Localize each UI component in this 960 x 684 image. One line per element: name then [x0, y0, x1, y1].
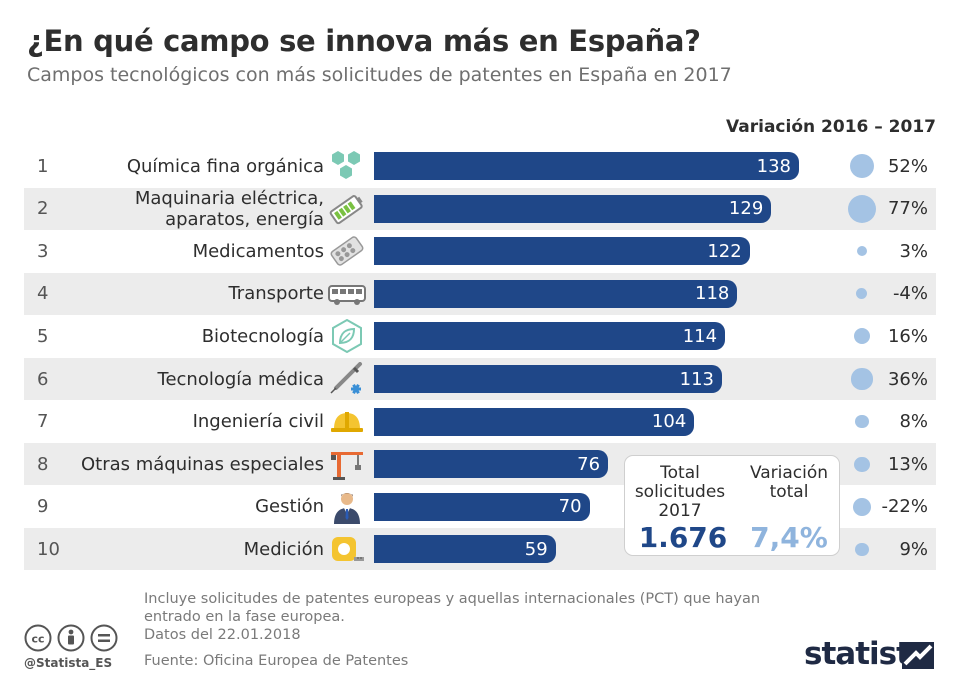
table-row: 2 Maquinaria eléctrica, aparatos, energía…: [24, 187, 936, 230]
variation-label: -4%: [892, 283, 928, 305]
footer-note-line-1: Incluye solicitudes de patentes europeas…: [144, 591, 761, 607]
battery-icon: [328, 192, 366, 226]
rank-label: 2: [37, 198, 49, 220]
table-row: 9 Gestión 70 -22%: [24, 486, 936, 528]
variation-label: 8%: [899, 411, 928, 433]
table-row: 1 Química fina orgánica 138 52%: [24, 145, 936, 187]
total-label: Total solicitudes 2017: [634, 463, 726, 521]
footer-source: Fuente: Oficina Europea de Patentes: [144, 653, 409, 669]
bar-value-label: 129: [728, 198, 764, 220]
chart-subtitle: Campos tecnológicos con más solicitudes …: [27, 64, 732, 86]
molecule-icon: [328, 149, 366, 183]
hardhat-icon: [328, 405, 366, 439]
bar: [374, 535, 556, 564]
svg-text:cc: cc: [31, 633, 44, 646]
table-row: 6 Tecnología médica 113 36%: [24, 358, 936, 400]
businessman-icon: [328, 490, 366, 524]
table-row: 4 Transporte 118 -4%: [24, 272, 936, 315]
bar: [374, 407, 695, 436]
bar: [374, 194, 772, 223]
category-label: Biotecnología: [201, 325, 324, 347]
bar-value-label: 70: [558, 496, 582, 518]
crane-icon: [328, 447, 366, 481]
category-label: Gestión: [255, 496, 324, 518]
syringe-icon: [328, 362, 366, 396]
rank-label: 8: [37, 453, 49, 475]
rank-label: 4: [37, 283, 49, 305]
variation-column-header: Variación 2016 – 2017: [726, 117, 936, 137]
variation-label: 13%: [887, 453, 928, 475]
variation-total-value: 7,4%: [750, 521, 828, 554]
by-icon: [57, 624, 85, 652]
bar-value-label: 122: [707, 240, 742, 262]
variation-bubble: [853, 497, 871, 516]
bar: [374, 450, 609, 479]
bar: [374, 279, 738, 308]
measuring-tape-icon: [328, 532, 366, 566]
variation-bubble: [854, 456, 870, 472]
footer-note-line-2: entrado en la fase europea.: [144, 609, 345, 625]
variation-label: -22%: [881, 496, 928, 518]
category-label: Maquinaria eléctrica, aparatos, energía: [134, 187, 324, 230]
variation-label: 9%: [899, 538, 928, 560]
table-row: 7 Ingeniería civil 104 8%: [24, 401, 936, 443]
rank-label: 10: [37, 538, 60, 560]
variation-label: 3%: [899, 240, 928, 262]
category-label: Tecnología médica: [157, 368, 324, 390]
bar-value-label: 118: [695, 283, 730, 305]
variation-label: 16%: [887, 325, 928, 347]
totals-box: Total solicitudes 2017 Variación total 1…: [624, 455, 840, 556]
rank-label: 3: [37, 240, 49, 262]
variation-total-label: Variación total: [749, 463, 829, 502]
variation-label: 52%: [887, 155, 928, 177]
variation-bubble: [855, 415, 869, 429]
category-label: Medicamentos: [192, 240, 324, 262]
category-label: Otras máquinas especiales: [80, 453, 324, 475]
variation-bubble: [856, 288, 868, 300]
nd-icon: [90, 624, 118, 652]
bar: [374, 237, 750, 266]
variation-bubble: [856, 246, 868, 257]
bar: [374, 365, 722, 393]
bar: [374, 152, 799, 180]
category-label: Medición: [243, 538, 324, 560]
bar-value-label: 138: [756, 155, 791, 177]
rank-label: 1: [37, 155, 49, 177]
variation-bubble: [848, 194, 876, 223]
bar-value-label: 59: [524, 538, 548, 560]
variation-label: 77%: [887, 198, 928, 220]
bar-value-label: 104: [651, 411, 687, 433]
total-value: 1.676: [638, 521, 728, 554]
rank-label: 6: [37, 368, 49, 390]
leaf-icon: [328, 319, 366, 354]
footer-note: Incluye solicitudes de patentes europeas…: [144, 590, 794, 644]
bar-value-label: 114: [682, 325, 718, 347]
bar-value-label: 113: [679, 368, 714, 390]
variation-bubble: [853, 328, 870, 345]
bar: [374, 322, 726, 351]
variation-bubble: [849, 153, 875, 179]
table-row: 5 Biotecnología 114 16%: [24, 315, 936, 357]
bar: [374, 492, 590, 521]
pills-icon: [328, 234, 366, 268]
variation-bubble: [855, 542, 869, 557]
cc-icon: cc: [24, 624, 52, 652]
rank-label: 7: [37, 411, 49, 433]
category-label: Transporte: [228, 283, 324, 305]
bus-icon: [328, 277, 366, 311]
table-row: 3 Medicamentos 122 3%: [24, 230, 936, 272]
footer-date: Datos del 22.01.2018: [144, 627, 301, 643]
license-badges: cc: [24, 624, 119, 652]
category-label: Química fina orgánica: [126, 155, 324, 177]
variation-bubble: [851, 368, 873, 390]
statista-logo-icon: [902, 642, 934, 669]
rank-label: 9: [37, 496, 49, 518]
rank-label: 5: [37, 325, 49, 347]
bar-value-label: 76: [577, 453, 601, 475]
variation-label: 36%: [887, 368, 928, 390]
category-label: Ingeniería civil: [192, 411, 324, 433]
chart-title: ¿En qué campo se innova más en España?: [27, 24, 701, 58]
social-handle: @Statista_ES: [24, 656, 113, 670]
